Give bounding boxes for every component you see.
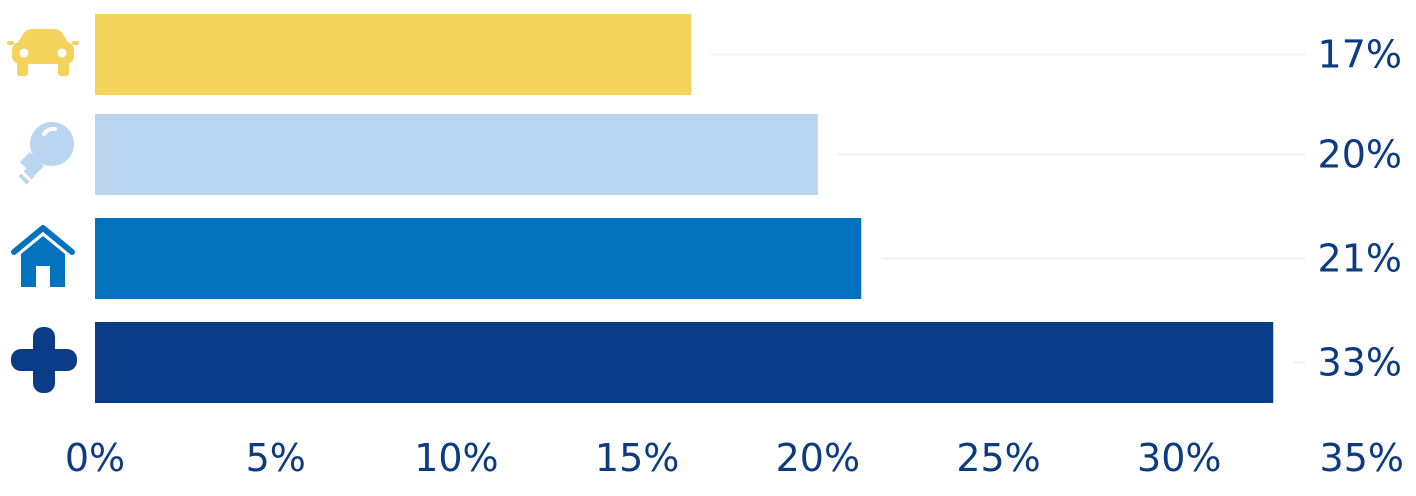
x-tick-label: 25% <box>956 436 1040 480</box>
value-label: 17% <box>1318 33 1402 77</box>
bars <box>95 14 1274 403</box>
x-tick-label: 5% <box>246 436 306 480</box>
house-icon <box>11 225 75 287</box>
bar <box>95 218 862 299</box>
value-label: 20% <box>1318 133 1402 177</box>
x-axis-ticks: 0% 5% 10% 15% 20% 25% 30% 35% <box>65 436 1404 480</box>
car-icon <box>7 29 79 76</box>
x-tick-label: 0% <box>65 436 125 480</box>
value-label: 33% <box>1318 341 1402 385</box>
x-tick-label: 30% <box>1137 436 1221 480</box>
x-tick-label: 15% <box>595 436 679 480</box>
x-tick-label: 10% <box>414 436 498 480</box>
leader-lines <box>711 53 1305 364</box>
x-tick-label: 35% <box>1320 436 1404 480</box>
medical-cross-icon <box>11 327 77 393</box>
lightbulb-icon <box>18 122 74 185</box>
bar <box>95 322 1274 403</box>
bar <box>95 14 692 95</box>
x-tick-label: 20% <box>776 436 860 480</box>
value-labels: 17% 20% 21% 33% <box>1318 33 1402 385</box>
bar <box>95 114 818 195</box>
value-label: 21% <box>1318 237 1402 281</box>
